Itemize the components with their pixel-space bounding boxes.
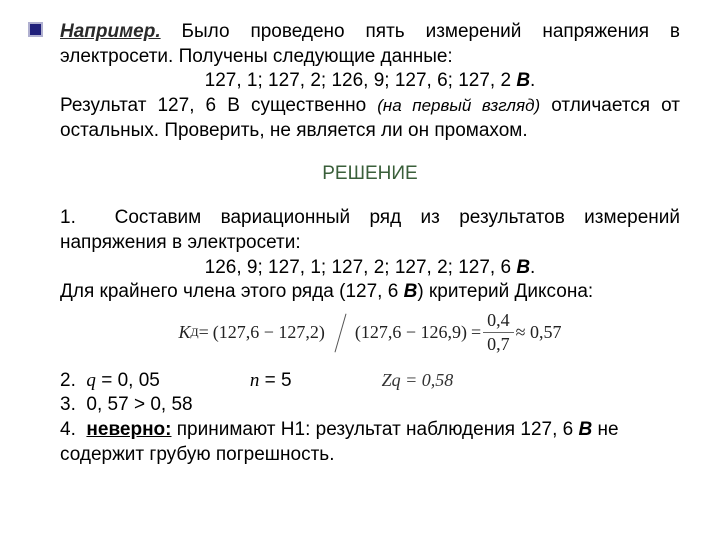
formula-approx: ≈ 0,57 xyxy=(516,321,562,344)
dataset2-unit: В xyxy=(516,257,530,278)
formula-eq1: = xyxy=(199,321,209,344)
formula-den1: (127,6 − 126,9) xyxy=(351,321,471,344)
example-head: Например. xyxy=(60,21,161,42)
formula-slash xyxy=(331,313,349,353)
dataset1-period: . xyxy=(530,70,535,91)
dataset1-unit: В xyxy=(516,70,530,91)
step2-zq: Zq xyxy=(382,370,401,390)
step4-wrong: неверно: xyxy=(86,419,171,440)
dataset-1: 127, 1; 127, 2; 126, 9; 127, 6; 127, 2 В… xyxy=(60,69,680,94)
formula-den2: 0,7 xyxy=(483,333,514,356)
bullet-icon xyxy=(28,22,43,37)
intro-line1a: Было проведено пять измерений напряжения xyxy=(161,21,649,42)
formula-frac2: 0,4 0,7 xyxy=(483,309,514,357)
step1-num: 1. xyxy=(60,207,76,228)
step3-num: 3. xyxy=(60,394,76,415)
intro-line3b: (на первый взгляд) xyxy=(377,96,540,115)
dataset2-period: . xyxy=(530,257,535,278)
step2-line: 2. q = 0, 05 n = 5 Zq = 0,58 xyxy=(60,369,680,394)
step4-texta: принимают Н1: результат наблюдения 127, … xyxy=(171,419,578,440)
tail-b: В xyxy=(404,281,418,302)
step4-num: 4. xyxy=(60,419,76,440)
dataset2-values: 126, 9; 127, 1; 127, 2; 127, 2; 127, 6 xyxy=(205,257,517,278)
step4-unit: В xyxy=(578,419,592,440)
step1-paragraph: 1. Составим вариационный ряд из результа… xyxy=(60,206,680,255)
step2-qval: = 0, 05 xyxy=(96,370,160,391)
step2-n: n xyxy=(250,370,260,391)
step2-zqval: = 0,58 xyxy=(401,370,454,390)
formula-num1: (127,6 − 127,2) xyxy=(209,321,329,344)
step1-text: Составим вариационный ряд из результатов… xyxy=(60,207,680,253)
intro-paragraph: Например. Было проведено пять измерений … xyxy=(60,20,680,69)
step2-q: q xyxy=(86,370,96,391)
step3-text: 0, 57 > 0, 58 xyxy=(86,394,192,415)
dataset1-values: 127, 1; 127, 2; 126, 9; 127, 6; 127, 2 xyxy=(205,70,517,91)
intro-paragraph-2: Результат 127, 6 В существенно (на первы… xyxy=(60,94,680,143)
tail-a: Для крайнего члена этого ряда (127, 6 xyxy=(60,281,404,302)
formula-K: К xyxy=(178,321,190,344)
step2-nval: = 5 xyxy=(259,370,291,391)
dixon-formula: КД = (127,6 − 127,2) (127,6 − 126,9) = 0… xyxy=(60,309,680,357)
solution-label: РЕШЕНИЕ xyxy=(60,162,680,187)
step2-num: 2. xyxy=(60,370,76,391)
tail-paragraph: Для крайнего члена этого ряда (127, 6 В)… xyxy=(60,280,680,305)
formula-Ksub: Д xyxy=(190,325,198,341)
intro-line3a: Результат 127, 6 В существенно xyxy=(60,95,377,116)
dataset-2: 126, 9; 127, 1; 127, 2; 127, 2; 127, 6 В… xyxy=(60,256,680,281)
formula-eq2: = xyxy=(471,321,481,344)
tail-c: ) критерий Диксона: xyxy=(417,281,593,302)
step3-line: 3. 0, 57 > 0, 58 xyxy=(60,393,680,418)
formula-num2: 0,4 xyxy=(483,309,514,333)
step4-line: 4. неверно: принимают Н1: результат набл… xyxy=(60,418,680,467)
